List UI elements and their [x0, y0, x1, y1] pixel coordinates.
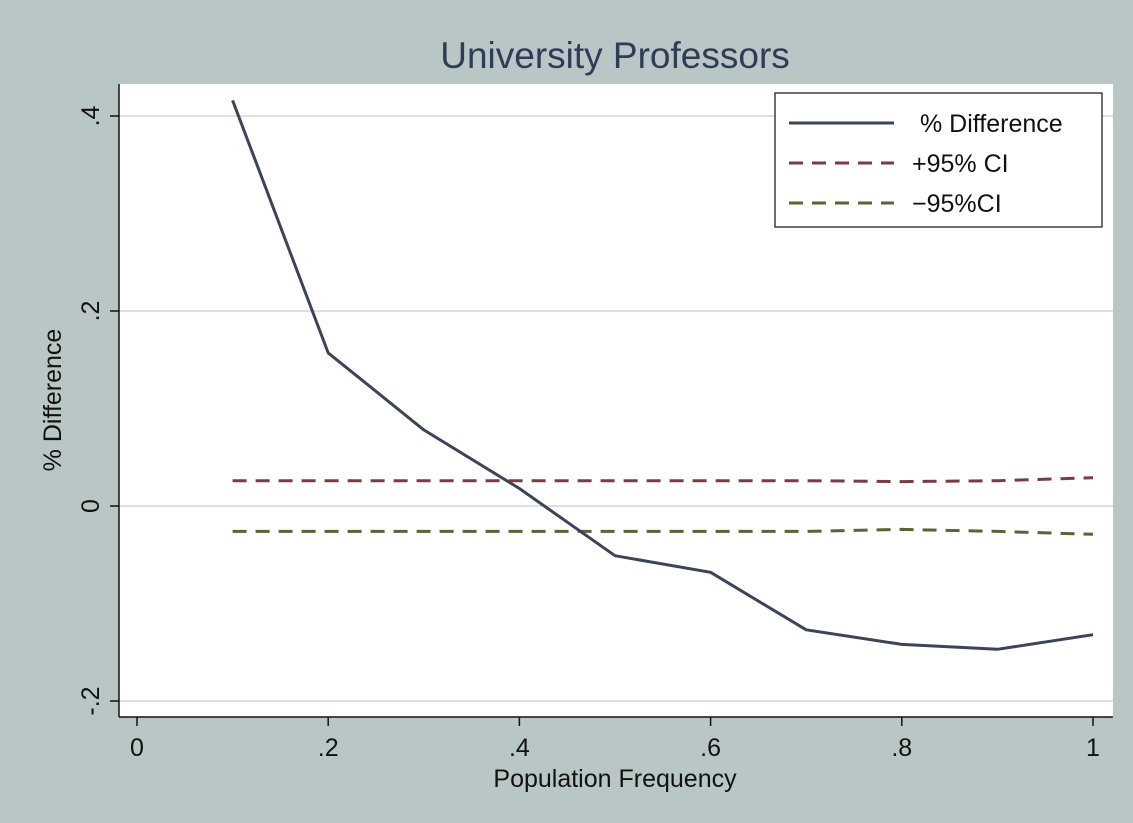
- x-tick-label: 1: [1086, 734, 1100, 762]
- y-tick-label: -.2: [77, 686, 105, 715]
- series-line-0: [231, 99, 1094, 651]
- x-tick-label: .4: [509, 734, 530, 762]
- legend-label-2: −95%CI: [912, 190, 1002, 218]
- legend-label-0: % Difference: [920, 110, 1063, 138]
- x-tick-label: 0: [130, 734, 144, 762]
- series-line-1: [232, 476, 1094, 484]
- y-tick-label: .4: [77, 105, 105, 126]
- legend: % Difference +95% CI −95%CI: [774, 92, 1103, 228]
- x-axis-label: Population Frequency: [493, 765, 737, 793]
- axes: [118, 84, 1113, 718]
- x-tick-label: .6: [700, 734, 721, 762]
- chart-title: University Professors: [440, 35, 790, 76]
- legend-label-1: +95% CI: [912, 150, 1009, 178]
- axis-ticks: -.2 0 .2 .4 0 .2 .4 .6 .8 1: [77, 105, 1100, 762]
- x-tick-label: .2: [318, 734, 339, 762]
- y-tick-label: .2: [77, 301, 105, 322]
- series-line-2: [232, 527, 1094, 536]
- gridlines: [119, 115, 1113, 702]
- series-lines: [231, 99, 1094, 651]
- y-tick-label: 0: [77, 499, 105, 513]
- x-tick-label: .8: [891, 734, 912, 762]
- y-axis-label: % Difference: [39, 329, 67, 472]
- legend-box: [774, 92, 1103, 228]
